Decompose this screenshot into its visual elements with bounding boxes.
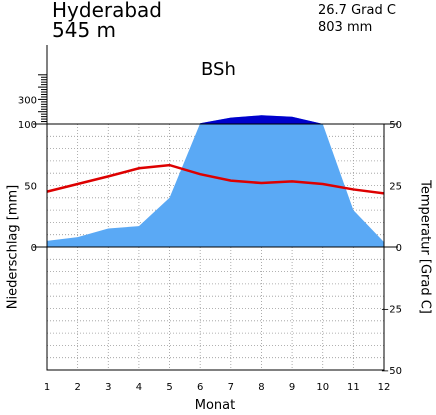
precipitation-humid-fill: [200, 115, 323, 124]
annual-precipitation: 803 mm: [318, 20, 373, 35]
temperature-line: [46, 163, 385, 195]
y-left-tick-label: 50: [24, 182, 37, 193]
x-tick-label: 4: [136, 382, 142, 393]
x-tick-label: 10: [316, 382, 329, 393]
x-tick-label: 9: [289, 382, 295, 393]
station-elevation: 545 m: [52, 18, 117, 42]
x-tick-label: 12: [378, 382, 391, 393]
x-axis-label: Monat: [194, 398, 236, 413]
koppen-class: BSh: [201, 59, 236, 80]
y-left-tick-label: 300: [18, 95, 37, 106]
precipitation-fill: [47, 115, 384, 247]
x-tick-label: 1: [44, 382, 50, 393]
y-right-tick-label: 25: [389, 182, 402, 193]
y-right-tick-label: 0: [396, 243, 402, 254]
y-right-tick-label: 50: [389, 120, 402, 131]
x-tick-label: 7: [228, 382, 234, 393]
x-tick-label: 8: [258, 382, 264, 393]
y-right-tick-label: −25: [381, 305, 402, 316]
station-name: Hyderabad: [52, 0, 162, 22]
axes: [33, 45, 398, 371]
x-tick-label: 5: [166, 382, 172, 393]
mean-temperature: 26.7 Grad C: [318, 3, 396, 18]
x-tick-label: 6: [197, 382, 203, 393]
x-tick-label: 3: [105, 382, 111, 393]
temperature-series: [46, 163, 385, 195]
x-tick-label: 2: [74, 382, 80, 393]
y-right-tick-label: −50: [381, 366, 402, 377]
y-left-tick-label: 100: [18, 120, 37, 131]
x-tick-label: 11: [347, 382, 360, 393]
y-left-tick-label: 0: [31, 243, 37, 254]
precipitation-area: [47, 115, 384, 247]
